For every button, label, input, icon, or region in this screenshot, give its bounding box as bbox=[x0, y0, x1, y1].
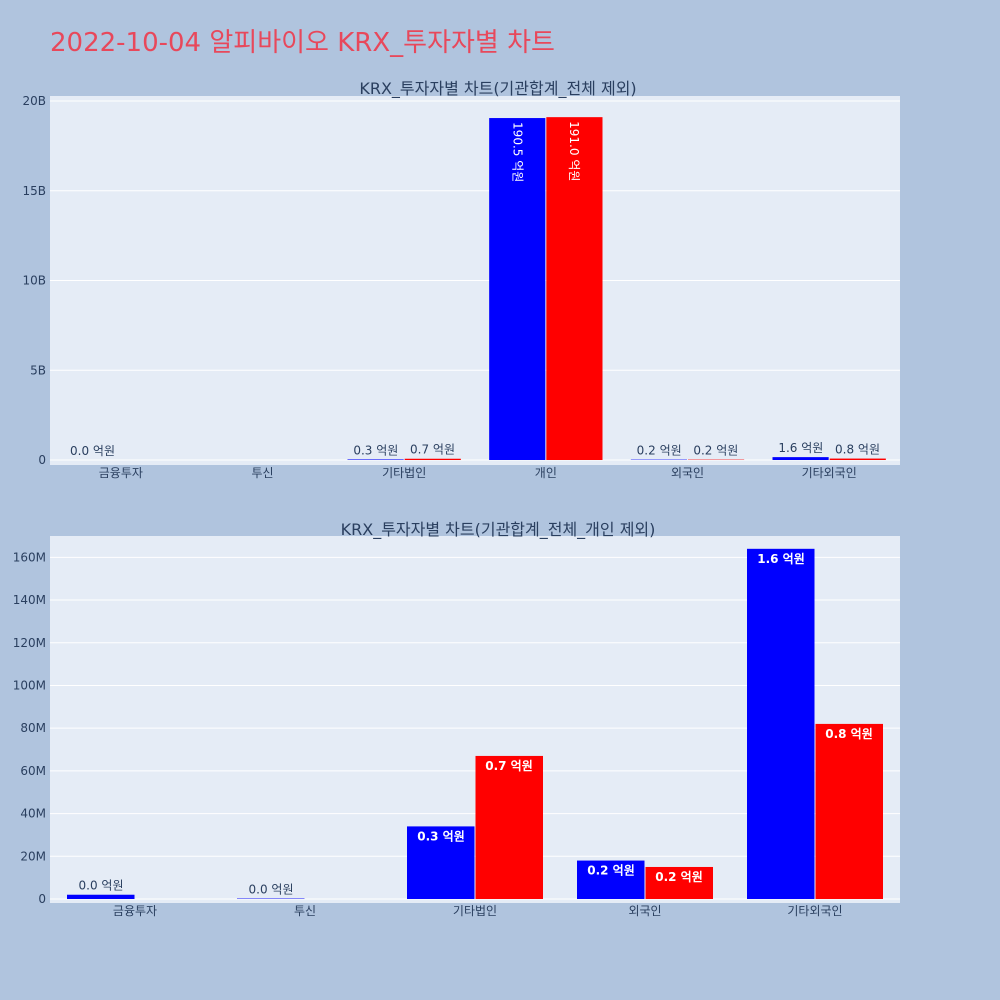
x-tick-label: 외국인 bbox=[628, 904, 661, 918]
bar bbox=[546, 117, 603, 460]
page-title: 2022-10-04 알피바이오 KRX_투자자별 차트 bbox=[50, 28, 555, 58]
data-label: 0.2 억원 bbox=[587, 864, 635, 878]
bar bbox=[67, 894, 135, 899]
bar bbox=[347, 459, 404, 460]
x-tick-label: 금융투자 bbox=[99, 466, 143, 480]
y-tick-label: 15B bbox=[22, 184, 46, 198]
y-tick-label: 20M bbox=[20, 849, 46, 863]
x-tick-label: 기타외국인 bbox=[802, 466, 857, 480]
data-label: 0.8 억원 bbox=[835, 443, 880, 457]
x-tick-label: 기타법인 bbox=[382, 466, 426, 480]
x-tick-label: 기타외국인 bbox=[787, 904, 842, 918]
chart-panel-bottom: 0 20M 40M 60M 80M 100M 120M 140M 160M KRX_투자자별 차트… bbox=[13, 520, 900, 918]
subplot-title: KRX_투자자별 차트(기관합계_전체_개인 제외) bbox=[341, 520, 656, 540]
data-label: 190.5 억원 bbox=[511, 122, 525, 182]
data-label: 0.7 억원 bbox=[485, 759, 533, 773]
y-tick-label: 5B bbox=[30, 363, 46, 377]
x-tick-label: 외국인 bbox=[671, 466, 704, 480]
bar bbox=[475, 755, 543, 899]
data-label: 0.8 억원 bbox=[825, 727, 873, 741]
data-label: 1.6 억원 bbox=[757, 552, 805, 566]
x-tick-label: 기타법인 bbox=[453, 904, 497, 918]
y-tick-label: 140M bbox=[13, 593, 46, 607]
y-tick-label: 100M bbox=[13, 678, 46, 692]
y-tick-label: 120M bbox=[13, 636, 46, 650]
bar bbox=[772, 457, 829, 460]
data-label: 0.2 억원 bbox=[693, 444, 738, 458]
x-tick-label: 금융투자 bbox=[113, 904, 157, 918]
y-tick-label: 0 bbox=[38, 453, 46, 467]
y-tick-label: 160M bbox=[13, 550, 46, 564]
data-label: 0.2 억원 bbox=[637, 444, 682, 458]
data-label: 0.0 억원 bbox=[70, 444, 115, 458]
data-label: 1.6 억원 bbox=[778, 441, 823, 455]
y-tick-label: 20B bbox=[22, 94, 46, 108]
bar bbox=[747, 548, 815, 899]
data-label: 0.0 억원 bbox=[249, 883, 294, 897]
data-label: 0.2 억원 bbox=[655, 870, 703, 884]
bar bbox=[489, 118, 546, 461]
y-tick-label: 40M bbox=[20, 807, 46, 821]
y-tick-label: 60M bbox=[20, 764, 46, 778]
bar bbox=[404, 458, 461, 460]
bar bbox=[829, 458, 886, 460]
y-tick-label: 10B bbox=[22, 274, 46, 288]
bar bbox=[577, 860, 645, 899]
y-tick-label: 80M bbox=[20, 721, 46, 735]
bar bbox=[815, 723, 883, 899]
data-label: 191.0 억원 bbox=[567, 121, 581, 181]
bar bbox=[645, 866, 713, 899]
data-label: 0.3 억원 bbox=[417, 829, 465, 843]
x-tick-label: 투신 bbox=[251, 466, 273, 480]
x-tick-label: 개인 bbox=[535, 466, 557, 480]
y-tick-label: 0 bbox=[38, 892, 46, 906]
data-label: 0.7 억원 bbox=[410, 443, 455, 457]
data-label: 0.3 억원 bbox=[353, 443, 398, 457]
chart-panel-top: 0 5B 10B 15B 20B KRX_투자자별 차트(기관합계_전체 제외) 금융투자 0… bbox=[22, 79, 900, 480]
bar bbox=[407, 826, 475, 899]
data-label: 0.0 억원 bbox=[79, 879, 124, 893]
subplot-title: KRX_투자자별 차트(기관합계_전체 제외) bbox=[359, 79, 636, 99]
x-tick-label: 투신 bbox=[294, 904, 316, 918]
